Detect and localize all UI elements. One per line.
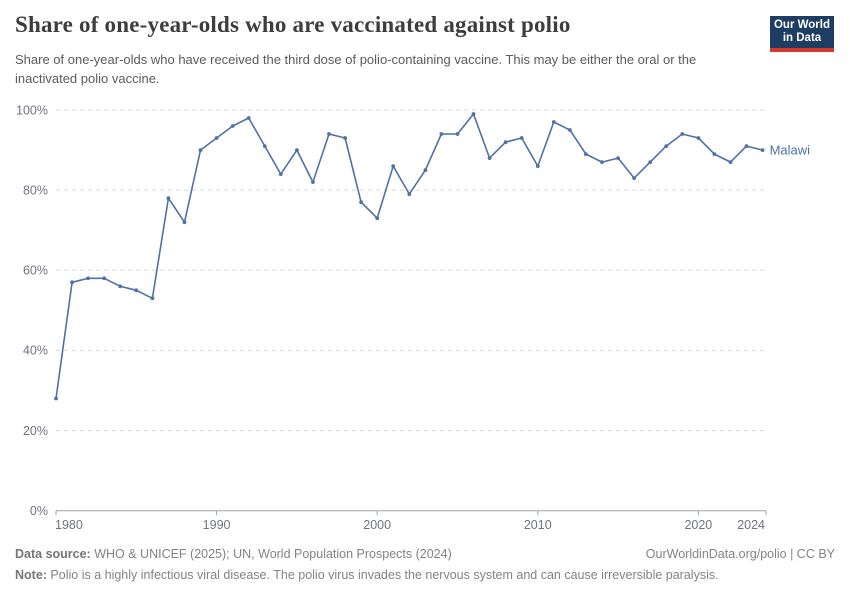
- datasource-label: Data source:: [15, 547, 91, 561]
- data-point: [760, 148, 765, 153]
- data-point: [230, 124, 235, 128]
- y-tick-label: 20%: [23, 424, 48, 438]
- data-point: [696, 136, 701, 140]
- owid-logo[interactable]: Our World in Data: [770, 16, 834, 52]
- data-point: [246, 116, 251, 120]
- datasource-row: Data source: WHO & UNICEF (2025); UN, Wo…: [15, 547, 835, 567]
- data-point: [487, 156, 492, 161]
- data-point: [278, 172, 283, 177]
- series-label: Malawi: [770, 143, 811, 158]
- owid-link[interactable]: OurWorldinData.org/polio | CC BY: [645, 547, 835, 561]
- data-point: [455, 132, 460, 136]
- data-point: [70, 280, 74, 285]
- y-tick-label: 40%: [23, 344, 48, 358]
- data-point: [600, 160, 604, 165]
- data-point: [632, 176, 636, 181]
- data-point: [439, 132, 444, 136]
- data-point: [182, 220, 187, 225]
- chart-subtitle: Share of one-year-olds who have received…: [15, 52, 697, 86]
- data-point: [359, 200, 363, 205]
- page-title: Share of one-year-olds who are vaccinate…: [15, 12, 571, 37]
- data-point: [134, 288, 139, 293]
- x-tick-label: 2020: [684, 518, 712, 532]
- y-tick-label: 60%: [23, 264, 48, 278]
- note-row: Note: Polio is a highly infectious viral…: [15, 568, 835, 588]
- data-point: [198, 148, 203, 153]
- data-point: [584, 152, 588, 157]
- data-point: [166, 196, 171, 201]
- data-point: [535, 164, 540, 169]
- data-point: [519, 136, 524, 140]
- data-point: [648, 160, 653, 165]
- data-point: [680, 132, 685, 136]
- x-tick-label: 2010: [524, 518, 552, 532]
- data-point: [295, 148, 299, 153]
- data-point: [54, 396, 58, 401]
- data-point: [214, 136, 219, 140]
- chart-footer: Data source: WHO & UNICEF (2025); UN, Wo…: [15, 547, 835, 588]
- data-point: [744, 144, 749, 149]
- y-tick-label: 100%: [16, 103, 48, 117]
- data-point: [568, 128, 572, 132]
- series-line: [55, 113, 763, 399]
- data-point: [391, 164, 396, 169]
- data-point: [728, 160, 733, 165]
- data-point: [343, 136, 347, 140]
- x-tick-label: 2000: [363, 518, 391, 532]
- note-label: Note:: [15, 568, 47, 582]
- y-tick-label: 0%: [30, 504, 48, 518]
- data-point: [375, 216, 380, 221]
- owid-logo-line1: Our World: [773, 18, 830, 31]
- data-point: [471, 112, 476, 116]
- data-point: [407, 192, 412, 197]
- data-point: [551, 120, 556, 124]
- x-tick-label: 2024: [737, 518, 765, 532]
- owid-logo-line2: in Data: [782, 32, 822, 44]
- data-point: [616, 156, 620, 161]
- y-tick-label: 80%: [23, 183, 48, 197]
- note-text: Polio is a highly infectious viral disea…: [46, 568, 719, 582]
- data-point: [102, 276, 107, 281]
- datasource-text: WHO & UNICEF (2025); UN, World Populatio…: [90, 547, 452, 561]
- data-point: [503, 140, 508, 145]
- data-point: [118, 284, 123, 289]
- data-point: [327, 132, 331, 136]
- x-tick-label: 1990: [203, 518, 231, 532]
- data-point: [86, 276, 90, 281]
- data-point: [712, 152, 717, 157]
- data-point: [664, 144, 669, 149]
- data-point: [262, 144, 267, 149]
- data-point: [150, 296, 155, 301]
- x-tick-label: 1980: [55, 518, 83, 532]
- data-point: [423, 168, 428, 173]
- data-point: [311, 180, 315, 185]
